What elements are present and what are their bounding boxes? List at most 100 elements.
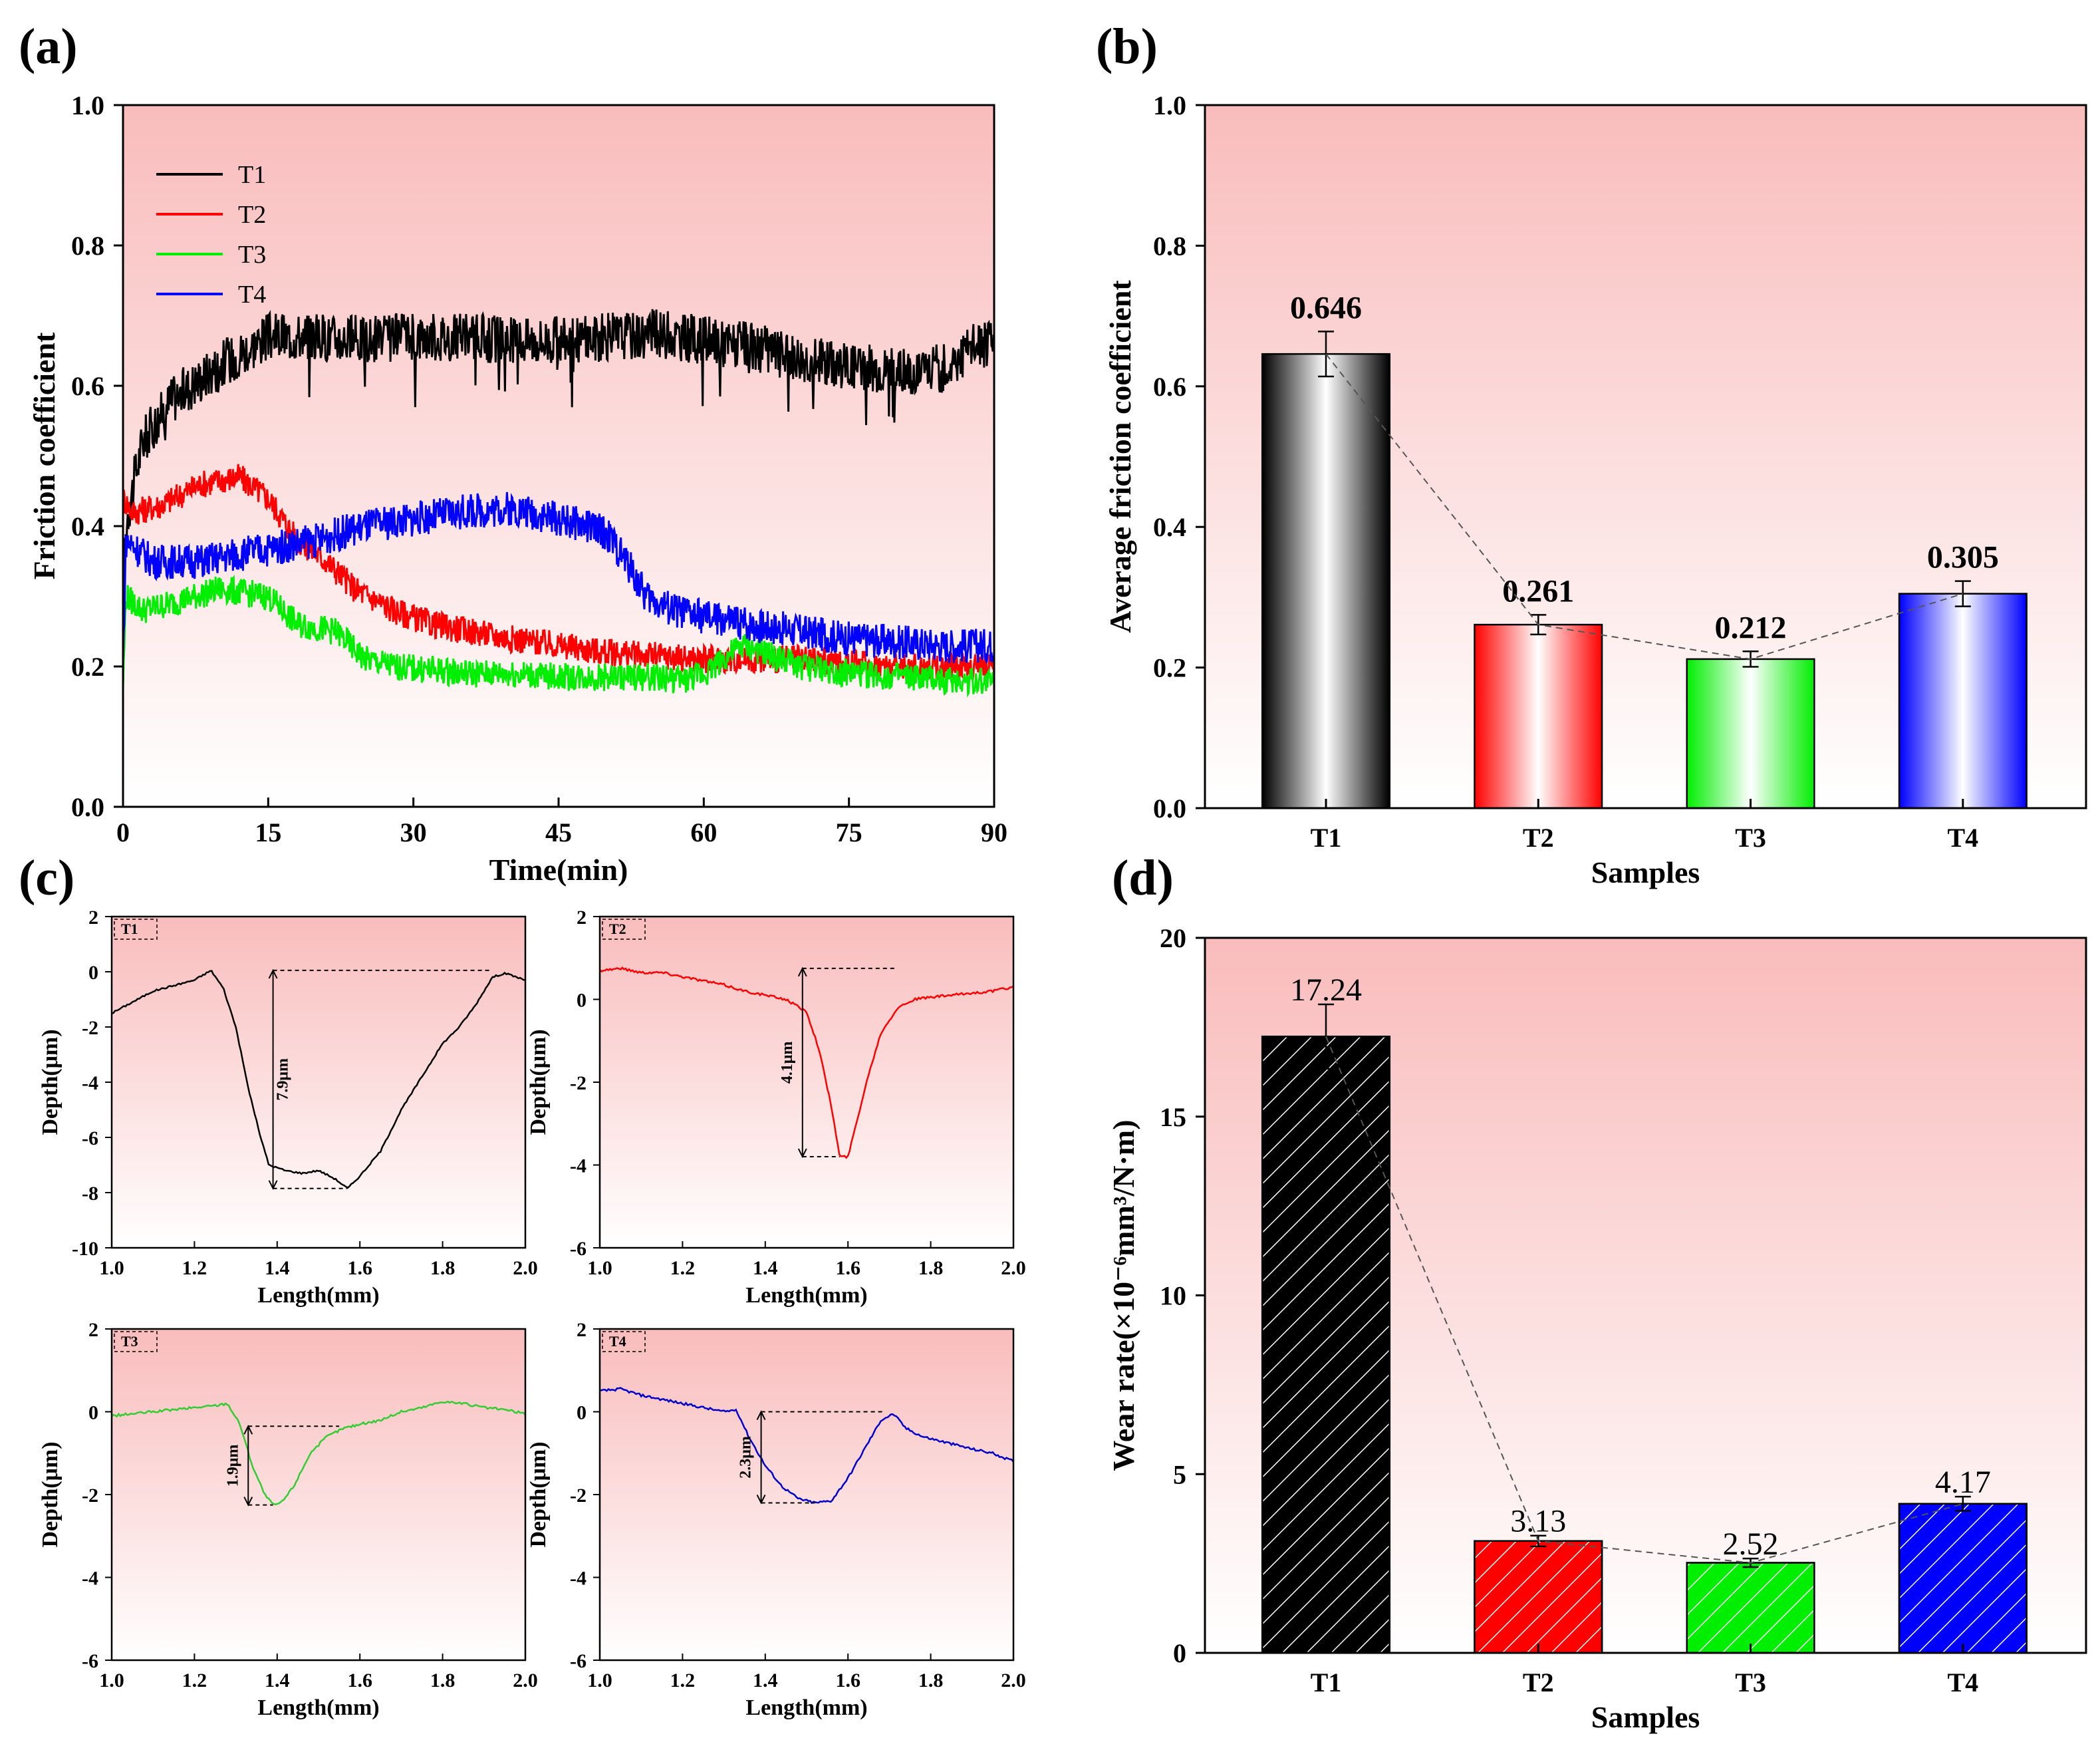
x-tick-label: 0 <box>116 817 130 847</box>
x-tick-label-t3: T3 <box>1735 1668 1766 1697</box>
x-tick-label: 2.0 <box>1001 1257 1026 1279</box>
arrow-head-top <box>268 968 278 979</box>
bar-t1 <box>1261 353 1391 809</box>
x-tick-label: 1.2 <box>670 1257 696 1279</box>
y-tick-label: 2 <box>88 1319 98 1341</box>
bar-hatch-t3 <box>1686 1562 1815 1654</box>
series-line-t1 <box>122 309 995 588</box>
x-tick-label: 1.2 <box>670 1670 696 1691</box>
y-tick-label: -6 <box>82 1127 98 1149</box>
subplot-label-box <box>114 1331 158 1352</box>
depth-annotation: 7.9μm <box>275 1058 292 1101</box>
x-tick-label: 60 <box>690 817 717 847</box>
arrow-head-top <box>797 966 807 977</box>
x-tick-label: 1.8 <box>918 1257 944 1279</box>
x-tick-label: 1.0 <box>99 1257 124 1279</box>
y-tick-label: 0.6 <box>1153 372 1186 402</box>
y-axis-label: Depth(μm) <box>526 1029 551 1135</box>
x-axis-label: Length(mm) <box>257 1695 379 1720</box>
arrow-head-bottom <box>268 1180 278 1191</box>
y-tick-label: 1.0 <box>1153 90 1186 120</box>
y-tick-label: 2 <box>577 907 587 929</box>
x-tick-label-t1: T1 <box>1311 823 1342 853</box>
y-tick-label: 0.4 <box>71 511 104 541</box>
y-axis-label: Depth(μm) <box>526 1441 551 1547</box>
y-tick-label: 0.2 <box>71 652 104 682</box>
subplot-label-box <box>602 919 646 940</box>
x-tick-label: 1.0 <box>587 1257 612 1279</box>
trend-dashed-line <box>1325 353 1964 660</box>
depth-profile-t3: 1.9μm T3 1.0 1.2 1.4 1.6 1.8 2.0 2 0 -2 -4 -6 Length(… <box>38 1319 538 1720</box>
y-tick-label: -10 <box>72 1238 98 1260</box>
bar-hatch-t4 <box>1898 1503 2028 1654</box>
arrow-head-top <box>756 1410 766 1420</box>
legend-label-t3: T3 <box>238 241 266 269</box>
x-tick-label: 2.0 <box>513 1670 538 1691</box>
x-tick-label: 15 <box>255 817 281 847</box>
bar-value-label-t4: 4.17 <box>1935 1465 1991 1500</box>
x-tick-label-t4: T4 <box>1947 1668 1978 1697</box>
y-axis-label: Depth(μm) <box>38 1029 63 1135</box>
y-tick-label: 20 <box>1160 923 1186 953</box>
x-tick-label: 2.0 <box>513 1257 538 1279</box>
subplot-label-box <box>114 919 158 940</box>
arrow-head-bottom <box>243 1497 253 1507</box>
y-tick-label: 0.8 <box>71 231 104 261</box>
y-tick-label: -6 <box>570 1650 587 1672</box>
x-tick-label: 1.6 <box>835 1670 860 1691</box>
y-axis-label: Average friction coefficient <box>1103 280 1137 633</box>
bar-value-label-t3: 0.212 <box>1715 610 1787 645</box>
bar-value-label-t1: 17.24 <box>1290 972 1362 1008</box>
plot-background <box>600 1329 1013 1660</box>
x-tick-label: 90 <box>981 817 1007 847</box>
x-tick-label: 30 <box>400 817 427 847</box>
depth-profile-t2: 4.1μm T2 1.0 1.2 1.4 1.6 1.8 2.0 2 0 -2 -4 -6 Length(… <box>526 907 1026 1308</box>
x-tick-label: 1.2 <box>182 1670 207 1691</box>
y-tick-label: 1.0 <box>71 90 104 120</box>
profile-line <box>599 966 1014 1159</box>
y-tick-label: 15 <box>1160 1102 1186 1132</box>
x-tick-label: 1.4 <box>753 1670 778 1691</box>
profile-line <box>111 970 525 1189</box>
y-tick-label: 0.8 <box>1153 231 1186 261</box>
x-axis-label: Length(mm) <box>745 1283 867 1308</box>
x-tick-label: 1.6 <box>347 1257 372 1279</box>
y-tick-label: 10 <box>1160 1281 1186 1311</box>
depth-profile-t1: 7.9μm T1 1.0 1.2 1.4 1.6 1.8 2.0 2 0 -2 -4 -6 -8 -10 Le… <box>38 907 538 1308</box>
y-tick-label: 2 <box>577 1319 587 1341</box>
trend-dashed-line <box>1325 1036 1964 1564</box>
y-tick-label: -6 <box>82 1650 98 1672</box>
legend-label-t1: T1 <box>238 161 266 189</box>
bar-t3 <box>1686 658 1815 809</box>
plot-background <box>112 917 525 1248</box>
x-tick-label: 1.8 <box>430 1670 456 1691</box>
y-tick-label: -2 <box>82 1017 98 1039</box>
y-tick-label: 0 <box>88 962 98 984</box>
bar-hatch-t1 <box>1261 1036 1391 1654</box>
x-tick-label: 1.6 <box>835 1257 860 1279</box>
x-tick-label: 45 <box>545 817 572 847</box>
y-tick-label: -2 <box>570 1072 587 1094</box>
y-tick-label: 0.4 <box>1153 512 1186 542</box>
x-tick-label: 75 <box>836 817 862 847</box>
subplot-label-box <box>602 1331 646 1352</box>
depth-annotation: 1.9μm <box>224 1445 241 1487</box>
x-tick-label-t2: T2 <box>1523 1668 1554 1697</box>
y-tick-label: 0.2 <box>1153 653 1186 683</box>
y-tick-label: 2 <box>88 907 98 929</box>
panel-label-c: (c) <box>19 850 74 906</box>
panel-label-a: (a) <box>19 19 78 74</box>
subplot-label: T3 <box>121 1333 138 1350</box>
bar-value-label-t4: 0.305 <box>1927 540 1999 575</box>
x-axis-label: Length(mm) <box>257 1283 379 1308</box>
y-axis-label: Wear rate(×10⁻⁶mm³/N·m) <box>1107 1119 1140 1471</box>
series-line-t3 <box>122 574 995 698</box>
y-tick-label: 0 <box>577 990 587 1012</box>
plot-background <box>123 105 994 807</box>
y-tick-label: 0.6 <box>71 371 104 401</box>
x-axis-label: Length(mm) <box>745 1695 867 1720</box>
series-line-t4 <box>122 492 995 664</box>
x-tick-label: 1.8 <box>430 1257 456 1279</box>
panel-b-bar-chart: 0.646 T1 0.261 T2 0.212 T3 0.305 T4 0.0 0.2 0.4 0.6… <box>1103 90 2087 889</box>
